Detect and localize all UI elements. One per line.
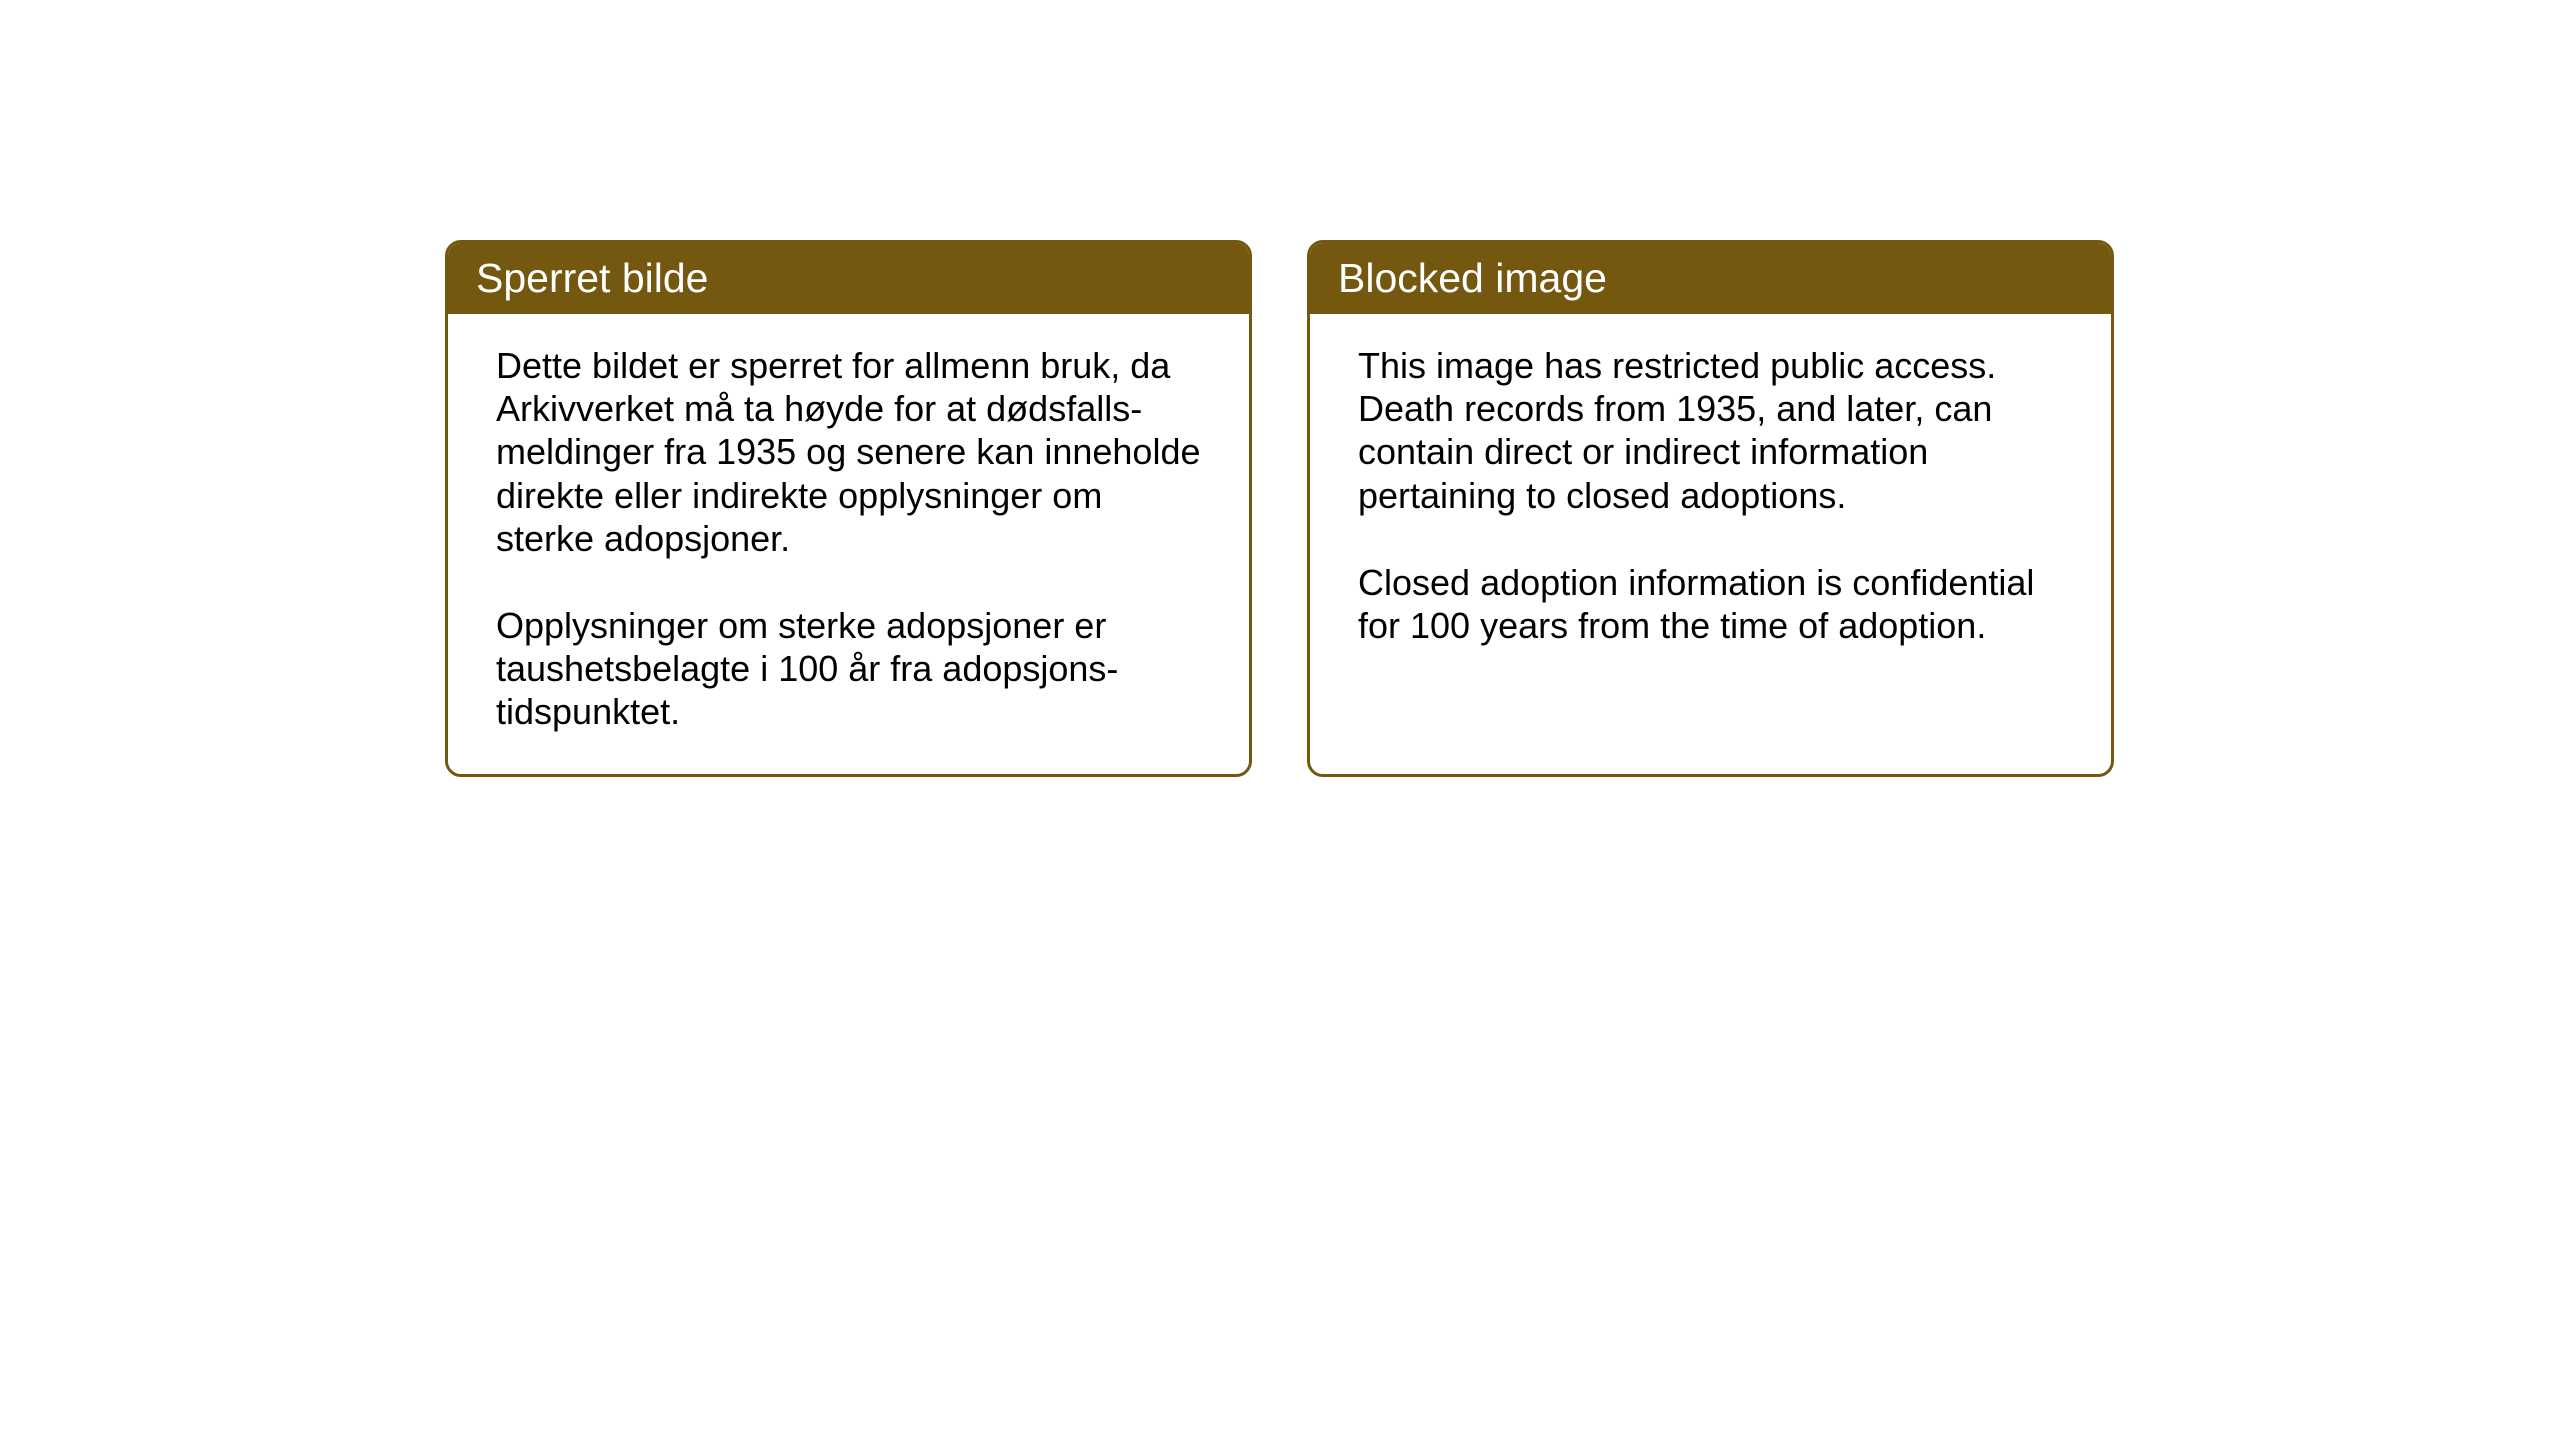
notice-paragraph-1-norwegian: Dette bildet er sperret for allmenn bruk… (496, 344, 1201, 560)
notice-paragraph-2-norwegian: Opplysninger om sterke adopsjoner er tau… (496, 604, 1201, 734)
notice-body-english: This image has restricted public access.… (1310, 314, 2111, 687)
notice-body-norwegian: Dette bildet er sperret for allmenn bruk… (448, 314, 1249, 774)
notice-card-english: Blocked image This image has restricted … (1307, 240, 2114, 777)
notice-title-english: Blocked image (1338, 255, 1607, 301)
notice-paragraph-2-english: Closed adoption information is confident… (1358, 561, 2063, 647)
notice-header-english: Blocked image (1310, 243, 2111, 314)
notice-paragraph-1-english: This image has restricted public access.… (1358, 344, 2063, 517)
notice-header-norwegian: Sperret bilde (448, 243, 1249, 314)
notice-container: Sperret bilde Dette bildet er sperret fo… (445, 240, 2114, 777)
notice-title-norwegian: Sperret bilde (476, 255, 708, 301)
notice-card-norwegian: Sperret bilde Dette bildet er sperret fo… (445, 240, 1252, 777)
